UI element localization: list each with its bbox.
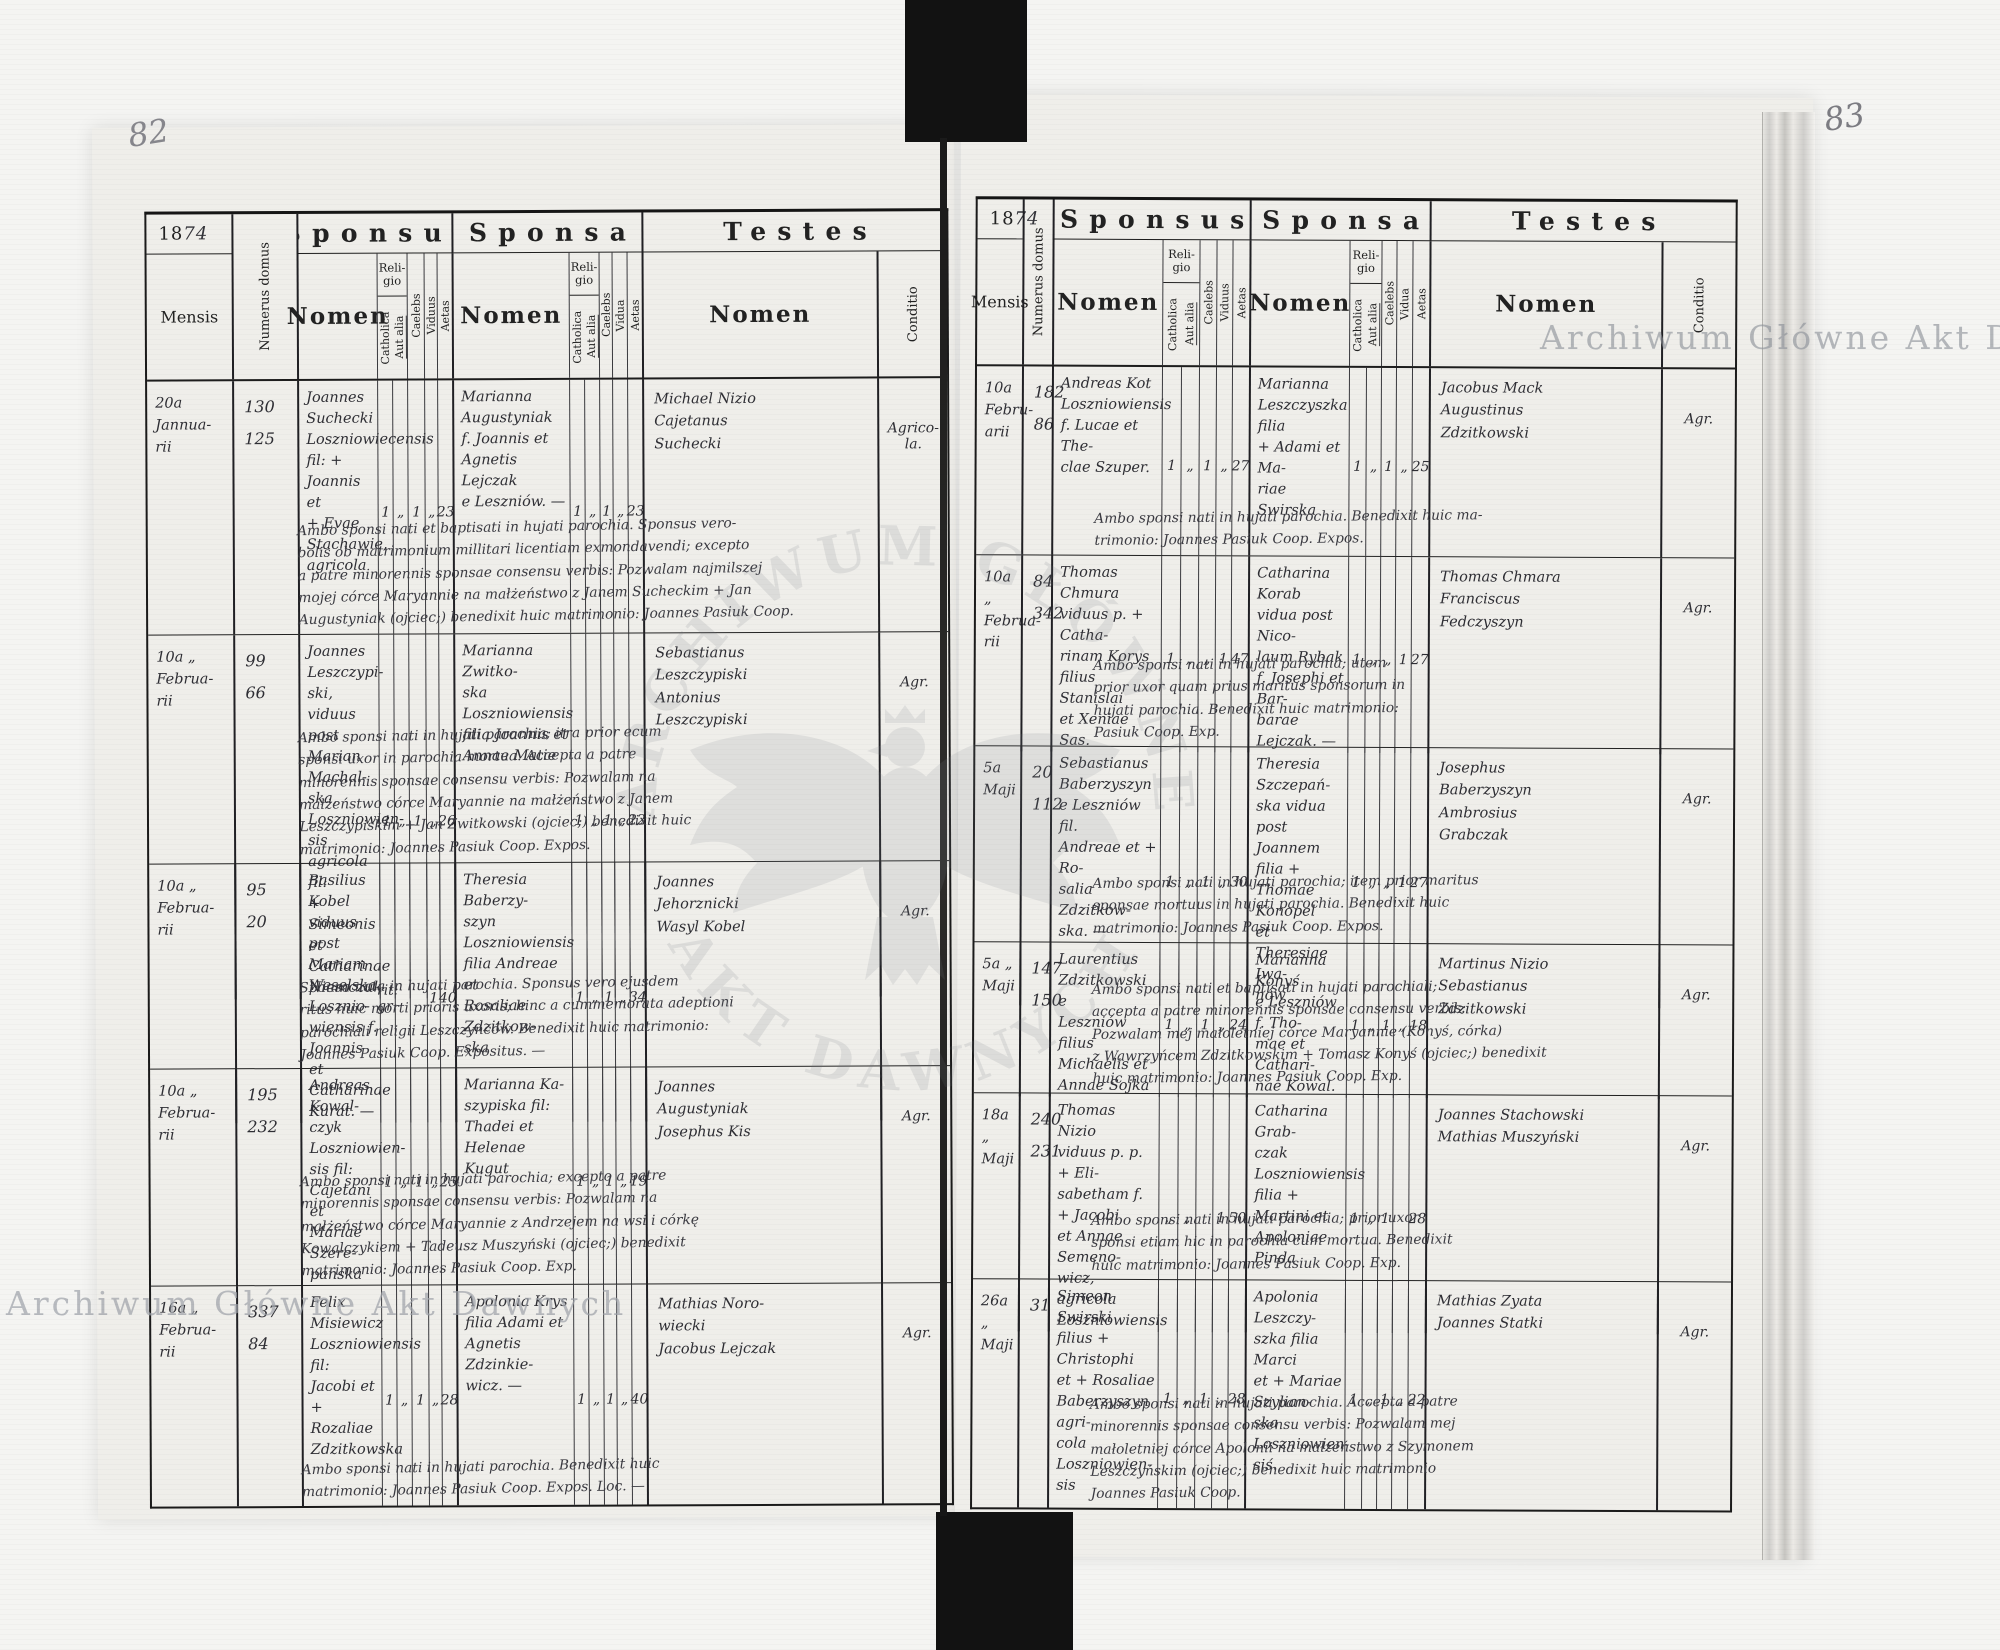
record-row: 26a „ Maji 31 Simeon Swirski filius + Ch… xyxy=(972,1278,1732,1511)
page-stack-edges xyxy=(1762,112,1815,1560)
marginal-note: Ambo sponsi nati in hujati parochia; itr… xyxy=(297,723,692,858)
column-header-numerus-domus: Numerus domus xyxy=(1022,199,1053,365)
mensis-cell: 20a Jannua- rii xyxy=(155,395,212,456)
folio-number-left: 82 xyxy=(125,111,172,155)
column-header-sponsa-caelebs: Caelebs xyxy=(598,252,613,378)
column-header-sponsa-religio: Reli- gio Catholica Aut alia xyxy=(1349,240,1382,366)
column-header-sponsus-religio: Reli- gio Catholica Aut alia xyxy=(1162,240,1200,366)
column-header-sponsa-vidua: Vidua xyxy=(1396,241,1413,367)
column-header-aut-alia: Aut alia xyxy=(1366,303,1381,347)
marginal-note: Ambo sponsi nati in hujati parochia; ute… xyxy=(1093,654,1406,741)
column-header-conditio: Conditio xyxy=(1661,242,1736,368)
year-printed: 18 xyxy=(158,223,184,245)
records-left: 20a Jannua- rii 130 125 Joannes Suchecki… xyxy=(147,378,952,1507)
marginal-note: Ambo sponsi nati in hujati parochia. Acc… xyxy=(1089,1393,1474,1503)
marginal-note: Ambo sponsi nati et baptisati in hujati … xyxy=(296,515,794,629)
record-row: 10a Febru- arii 182 86 Andreas Kot Loszn… xyxy=(976,366,1735,558)
column-header-sponsus-aetas: Aetas xyxy=(1232,240,1250,366)
column-header-testes-nomen: Nomen xyxy=(641,251,878,378)
house-number-cell: 84 342 xyxy=(1020,555,1064,752)
column-header-sponsa-religio: Reli- gio Catholica Aut alia xyxy=(568,252,600,378)
record-row: 10a „ Februa- rii 84 342 Thomas Chmura v… xyxy=(975,554,1735,755)
house-number-cell: 31 xyxy=(1017,1279,1050,1508)
book-binding-strap-bottom xyxy=(936,1512,1073,1650)
group-header-sponsus: Sponsus xyxy=(1052,199,1250,241)
group-header-sponsa: Sponsa xyxy=(1249,200,1430,242)
mensis-cell: 26a „ Maji xyxy=(980,1293,1014,1353)
column-header-mensis: Mensis xyxy=(160,307,219,327)
register-page-right: 18 74 Mensis Numerus domus Sponsus Sponsa… xyxy=(954,94,1814,1560)
column-header-sponsa-nomen: Nomen xyxy=(1249,240,1351,366)
records-right: 10a Febru- arii 182 86 Andreas Kot Loszn… xyxy=(972,366,1735,1511)
record-row: 16a „ Februa- rii 337 84 Felix Misiewicz… xyxy=(151,1282,952,1507)
record-row: 10a „ Februa- rii 195 232 Andreas Kowal-… xyxy=(150,1065,952,1287)
table-header: 18 74 Mensis Numerus domus Sponsus Sponsa… xyxy=(146,211,948,382)
mensis-cell: 5a „ Maji xyxy=(982,956,1015,995)
register-table-right: 18 74 Mensis Numerus domus Sponsus Sponsa… xyxy=(970,196,1738,1513)
column-header-sponsus-nomen: Nomen xyxy=(287,253,389,379)
group-header-sponsus: Sponsus xyxy=(296,213,452,254)
group-header-testes: Testes xyxy=(1429,201,1736,243)
record-row: 5a Maji 20 112 Sebastianus Baberzyszyn e… xyxy=(974,745,1734,1009)
record-row: 20a Jannua- rii 130 125 Joannes Suchecki… xyxy=(147,378,949,635)
record-row: 5a „ Maji 147 150 Laurentius Zdzitkowski… xyxy=(973,941,1733,1100)
house-number-cell: 337 84 xyxy=(236,1285,302,1507)
column-header-testes-nomen: Nomen xyxy=(1429,241,1662,368)
house-number-cell: 130 125 xyxy=(232,380,299,635)
year-printed: 18 xyxy=(989,208,1015,230)
column-header-numerus-domus: Numerus domus xyxy=(231,213,298,380)
register-table-left: 18 74 Mensis Numerus domus Sponsus Sponsa… xyxy=(144,208,954,1509)
year-cell: 18 74 xyxy=(146,214,232,255)
column-header-sponsa-aetas: Aetas xyxy=(1412,241,1430,367)
column-header-sponsus-aetas: Aetas xyxy=(436,253,453,379)
column-header-sponsa-vidua: Vidua xyxy=(611,252,628,378)
marginal-note: Ambo sponsi nati in hujati parochia; exc… xyxy=(299,1167,700,1280)
marginal-note: Ambo sponsi nati in hujati parochia; ite… xyxy=(1092,872,1479,937)
house-number-cell: 147 150 xyxy=(1018,942,1062,1097)
column-header-aut-alia: Aut alia xyxy=(1183,302,1198,346)
column-header-conditio: Conditio xyxy=(876,251,948,377)
column-header-sponsus-viduus: Viduus xyxy=(423,253,438,379)
marginal-note: Ambo sponsi nati in hujati parochia. Ben… xyxy=(1094,507,1483,550)
group-header-sponsa: Sponsa xyxy=(451,212,642,254)
house-number-cell: 195 232 xyxy=(235,1068,302,1287)
year-cell: 18 74 xyxy=(977,199,1040,240)
folio-number-right: 83 xyxy=(1821,95,1868,139)
record-row: 10a „ Februa- rii 99 66 Joannes Leszczyp… xyxy=(148,631,950,1000)
column-header-mensis: Mensis xyxy=(970,292,1029,312)
table-header: 18 74 Mensis Numerus domus Sponsus Sponsa… xyxy=(970,199,1736,370)
register-page-left: 18 74 Mensis Numerus domus Sponsus Sponsa… xyxy=(91,124,961,1520)
column-header-sponsa-nomen: Nomen xyxy=(451,252,570,379)
marginal-note: Sponsa nata in hujati parochia. Sponsus … xyxy=(299,972,734,1063)
record-row: 10a „ Februa- rii 95 20 Basilius Kobel v… xyxy=(149,860,951,1124)
column-header-sponsa-aetas: Aetas xyxy=(626,252,643,378)
marginal-note: Ambo sponsi nati in hujati parochia; pri… xyxy=(1090,1209,1453,1274)
house-number-cell: 182 86 xyxy=(1021,366,1064,555)
column-header-sponsa-caelebs: Caelebs xyxy=(1381,240,1397,367)
column-header-catholica: Catholica xyxy=(1165,297,1179,351)
column-header-sponsus-religio: Reli- gio Catholica Aut alia xyxy=(376,253,408,379)
mensis-cell: 10a Febru- arii xyxy=(984,380,1034,440)
column-header-catholica: Catholica xyxy=(1351,298,1365,352)
year-handwritten: 74 xyxy=(183,223,209,245)
group-header-testes: Testes xyxy=(641,211,947,253)
column-header-catholica: Catholica xyxy=(570,310,584,364)
column-header-catholica: Catholica xyxy=(378,311,392,365)
column-header-sponsus-viduus: Viduus xyxy=(1216,240,1233,366)
column-header-aut-alia: Aut alia xyxy=(392,315,407,360)
column-header-sponsus-nomen: Nomen xyxy=(1052,239,1163,366)
book-binding-strap-top xyxy=(905,0,1027,142)
book-gutter-shadow xyxy=(940,138,947,1516)
mensis-cell: 10a „ Februa- rii xyxy=(158,1083,216,1144)
mensis-cell: 16a „ Februa- rii xyxy=(159,1300,217,1361)
column-header-aut-alia: Aut alia xyxy=(584,315,599,359)
record-row: 18a „ Maji 240 231 Thomas Nizio viduus p… xyxy=(973,1092,1732,1335)
mensis-cell: 10a „ Februa- rii xyxy=(983,569,1041,651)
column-header-sponsus-caelebs: Caelebs xyxy=(1199,240,1217,366)
column-header-sponsus-caelebs: Caelebs xyxy=(406,253,425,379)
marginal-note: Ambo sponsi nati et baptisati in hujati … xyxy=(1091,978,1547,1088)
